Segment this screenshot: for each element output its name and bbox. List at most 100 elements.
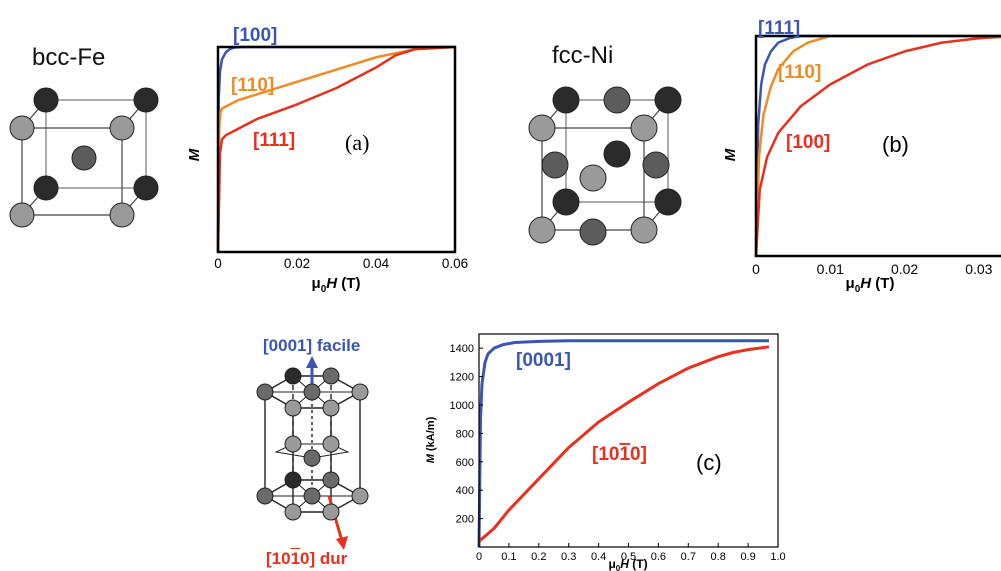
easy-axis-label: [0001] facile <box>263 336 361 355</box>
x-tick-label: 0.04 <box>363 256 390 271</box>
legend-a-111: [111] <box>253 130 295 151</box>
y-tick-label: 1000 <box>450 400 474 412</box>
atom <box>284 367 302 385</box>
y-tick-label: 200 <box>456 514 474 526</box>
fcc-label: fcc-Ni <box>552 42 614 69</box>
series-line <box>216 45 456 253</box>
chart-a-ylabel: M <box>186 148 203 161</box>
atom <box>654 86 682 114</box>
x-tick-label: 0 <box>214 256 222 271</box>
y-tick-label: 400 <box>456 485 474 497</box>
atom <box>552 86 580 114</box>
atom <box>552 188 580 216</box>
atom <box>579 164 607 192</box>
series-line <box>754 34 1001 257</box>
atom <box>351 487 369 505</box>
atom <box>351 383 369 401</box>
y-tick-label: 800 <box>456 428 474 440</box>
atom <box>284 435 302 453</box>
atom <box>322 367 340 385</box>
atom <box>284 503 302 521</box>
chart-c-xlabel: μ0H (T) <box>608 557 647 571</box>
atom <box>630 114 658 142</box>
chart-b-ylabel: M <box>722 148 739 161</box>
chart-a-frame <box>216 45 457 254</box>
x-tick-label: 0.02 <box>284 256 310 271</box>
x-tick-label: 0.02 <box>891 261 918 277</box>
chart-a: 0 0.02 0.04 0.06 M μ0H (T) (a) [100] [110] … <box>186 25 468 295</box>
legend-c-0001: [0001] <box>516 350 571 371</box>
y-tick-label: 600 <box>456 457 474 469</box>
hard-label-suffix: 0] dur <box>300 549 348 568</box>
atom <box>654 188 682 216</box>
atom <box>109 202 135 228</box>
chart-b-frame <box>754 34 1001 258</box>
series-line <box>477 339 769 548</box>
chart-a-panel-label: (a) <box>345 130 369 155</box>
legend-a-100: [100] <box>233 25 277 46</box>
chart-a-xlabel: μ0H (T) <box>312 275 361 295</box>
atom <box>9 202 35 228</box>
atom <box>303 449 321 467</box>
x-tick-label: 0 <box>752 261 760 277</box>
x-tick-label: 0.8 <box>711 551 726 563</box>
legend-b-110: [110] <box>778 62 821 83</box>
atom <box>133 87 159 113</box>
legend-b-100: [100] <box>786 132 830 153</box>
chart-b-xlabel: μ0H (T) <box>846 275 895 295</box>
y-tick-label: 1200 <box>450 372 474 384</box>
atom <box>109 115 135 141</box>
x-tick-label: 0.7 <box>681 551 696 563</box>
atom <box>541 151 569 179</box>
x-tick-label: 0.3 <box>561 551 576 563</box>
atom <box>322 399 340 417</box>
x-tick-label: 0.06 <box>442 256 468 271</box>
x-tick-label: 0 <box>476 551 482 563</box>
atom <box>33 175 59 201</box>
atom <box>303 383 321 401</box>
atom <box>528 114 556 142</box>
atom <box>71 145 97 171</box>
chart-c-ylabel: M (kA/m) <box>425 416 437 463</box>
x-tick-label: 0.9 <box>740 551 755 563</box>
hard-axis-label: [1010] dur <box>266 549 347 569</box>
atom <box>256 383 274 401</box>
x-tick-label: 0.2 <box>531 551 546 563</box>
atom <box>9 115 35 141</box>
x-tick-label: 0.5 <box>621 551 636 563</box>
atom <box>528 216 556 244</box>
x-tick-label: 0.01 <box>817 261 844 277</box>
atom <box>630 216 658 244</box>
atom <box>33 87 59 113</box>
atom <box>603 140 631 168</box>
chart-b: 0 0.01 0.02 0.03 M μ0H (T) (b) [111] [110] … <box>722 20 1001 295</box>
bcc-label: bcc-Fe <box>32 44 106 71</box>
legend-c-1010: [1010] <box>592 444 647 465</box>
hard-label-prefix: [10 <box>266 549 291 568</box>
hcp-lattice <box>256 356 369 550</box>
chart-c-panel-label: (c) <box>696 450 722 475</box>
x-tick-label: 0.1 <box>501 551 516 563</box>
atom <box>603 86 631 114</box>
atom <box>579 218 607 246</box>
chart-b-panel-label: (b) <box>882 132 909 157</box>
x-tick-label: 0.4 <box>591 551 606 563</box>
atom <box>133 175 159 201</box>
series-line <box>216 45 456 253</box>
y-tick-label: 1400 <box>450 343 474 355</box>
atom <box>322 435 340 453</box>
x-tick-label: 0.03 <box>965 261 992 277</box>
atom <box>642 151 670 179</box>
hard-label-bar: 1 <box>290 549 301 568</box>
atom <box>284 399 302 417</box>
legend-a-110: [110] <box>231 75 274 96</box>
series-line <box>754 35 1001 257</box>
bcc-fe-lattice <box>9 87 159 228</box>
series-line <box>478 345 770 543</box>
atom <box>322 503 340 521</box>
atom <box>322 471 340 489</box>
atom <box>284 471 302 489</box>
legend-b-111: [111] <box>758 20 800 39</box>
x-tick-label: 0.6 <box>651 551 666 563</box>
x-tick-label: 1.0 <box>770 551 785 563</box>
